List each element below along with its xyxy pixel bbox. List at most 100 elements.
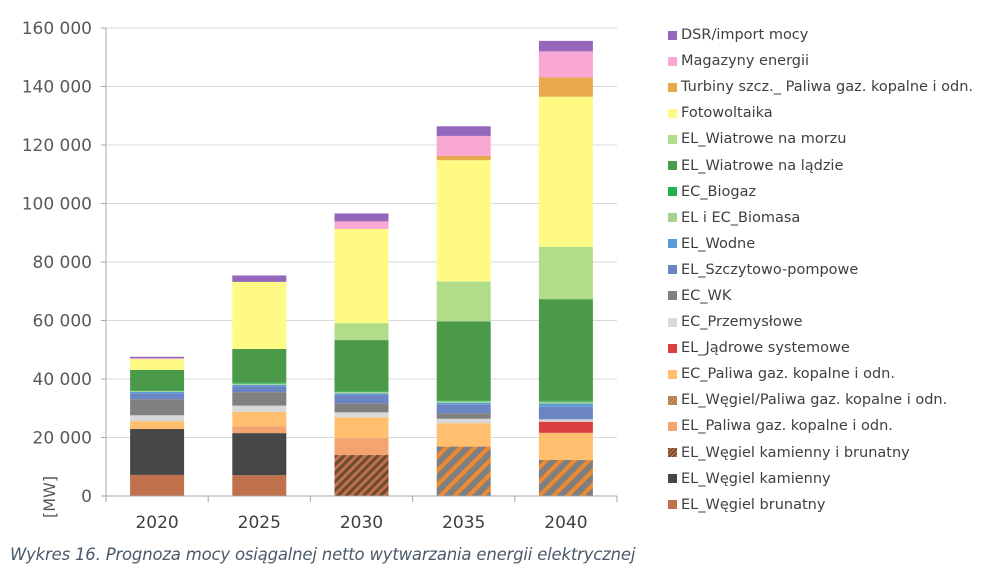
bar-segment (334, 221, 389, 229)
legend-item: Magazyny energii (668, 48, 973, 74)
bar-segment (232, 475, 287, 496)
bar-stack-2020 (130, 356, 185, 496)
legend-label: EL_Wiatrowe na morzu (681, 131, 847, 148)
bar-segment (232, 392, 287, 406)
bar-segment (232, 281, 287, 349)
legend-label: DSR/import mocy (681, 27, 809, 44)
bar-segment (334, 228, 389, 324)
bar-segment (334, 417, 389, 438)
bar-segment (538, 40, 593, 52)
bar-stack-2025 (232, 275, 287, 496)
legend-swatch (668, 317, 677, 327)
x-tick-label: 2040 (544, 513, 587, 533)
legend-item: Turbiny szcz._ Paliwa gaz. kopalne i odn… (668, 74, 973, 100)
bar-segment (232, 275, 287, 282)
bar-segment (232, 384, 287, 387)
bar-segment (232, 382, 287, 384)
bar-segment (130, 429, 185, 475)
legend-item: EL_Wodne (668, 231, 973, 257)
bar-segment (334, 340, 389, 391)
legend-item: Fotowoltaika (668, 100, 973, 126)
bar-segment (334, 395, 389, 404)
bar-segment (538, 77, 593, 97)
legend-item: EC_WK (668, 283, 973, 309)
bar-segment (436, 155, 491, 161)
bar-segment (538, 421, 593, 433)
legend-item: EL_Wiatrowe na lądzie (668, 152, 973, 178)
bar-segment (436, 423, 491, 447)
bar-segment (538, 403, 593, 407)
legend-swatch (668, 343, 677, 353)
legend-swatch (668, 395, 677, 405)
legend-swatch (668, 108, 677, 118)
bar-segment (232, 348, 287, 383)
bar-segment (334, 437, 389, 456)
bar-segment (130, 393, 185, 400)
legend-swatch (668, 291, 677, 301)
legend-item: EL_Węgiel kamienny (668, 466, 973, 492)
bar-segment (436, 126, 491, 136)
legend: DSR/import mocy Magazyny energii Turbiny s… (668, 22, 973, 518)
bar-segment (538, 406, 593, 420)
bar-segment (232, 386, 287, 393)
legend-label: EL_Wodne (681, 235, 756, 252)
x-tick-labels: 2020 2025 2030 2035 2040 (135, 513, 587, 533)
bar-segment (334, 323, 389, 341)
legend-item: EC_Przemysłowe (668, 309, 973, 335)
bar-segment (232, 426, 287, 434)
legend-swatch (668, 265, 677, 275)
bar-stack-2030 (334, 213, 389, 496)
legend-swatch (668, 500, 677, 510)
x-tick-label: 2035 (442, 513, 485, 533)
bar-segment (436, 135, 491, 156)
bar-segment (538, 401, 593, 404)
legend-label: EL_Węgiel kamienny (681, 470, 831, 487)
legend-swatch (668, 421, 677, 431)
bar-segment (232, 405, 287, 412)
bar-segment (334, 390, 389, 392)
legend-label: EL_Szczytowo-pompowe (681, 261, 859, 278)
legend-label: Magazyny energii (681, 53, 810, 70)
bar-segment (538, 419, 593, 422)
bar-segment (334, 403, 389, 413)
bar-segment (232, 383, 287, 385)
bar-segment (130, 474, 185, 496)
bar-stack-2035 (436, 126, 491, 496)
legend-item: EL_Wiatrowe na morzu (668, 126, 973, 152)
legend-label: Turbiny szcz._ Paliwa gaz. kopalne i odn… (681, 79, 974, 96)
legend-label: EL_Węgiel/Paliwa gaz. kopalne i odn. (681, 392, 948, 409)
bar-segment (436, 401, 491, 403)
bar-segment (436, 160, 491, 282)
legend-swatch (668, 56, 677, 66)
bar-segment (130, 390, 185, 392)
bar-segment (334, 455, 389, 496)
bar-segment (436, 446, 491, 496)
bar-segment (334, 391, 389, 394)
x-tick-label: 2030 (340, 513, 383, 533)
bar-segment (538, 246, 593, 300)
bar-segment (232, 411, 287, 427)
bar-segment (130, 359, 185, 370)
bar-segment (130, 356, 185, 359)
y-tick-label: 140 000 (22, 78, 92, 98)
bar-segment (130, 399, 185, 416)
bar-segment (130, 358, 185, 360)
axes (101, 27, 618, 502)
legend-item: EL_Jądrowe systemowe (668, 335, 973, 361)
y-tick-label: 100 000 (22, 195, 92, 215)
legend-swatch (668, 213, 677, 223)
x-tick-label: 2020 (135, 513, 178, 533)
bar-segment (130, 390, 185, 391)
bar-segment (130, 415, 185, 422)
y-tick-label: 0 (81, 487, 92, 507)
bar-segment (130, 391, 185, 394)
legend-label: Fotowoltaika (681, 105, 773, 122)
y-tick-label: 120 000 (22, 136, 92, 156)
y-tick-labels: 0 20 000 40 000 60 000 80 000 100 000 120 000 1… (22, 19, 92, 507)
y-tick-label: 60 000 (33, 312, 92, 332)
bar-segment (334, 213, 389, 222)
bar-segment (232, 433, 287, 476)
bar-segment (538, 299, 593, 401)
bar-segment (436, 321, 491, 401)
